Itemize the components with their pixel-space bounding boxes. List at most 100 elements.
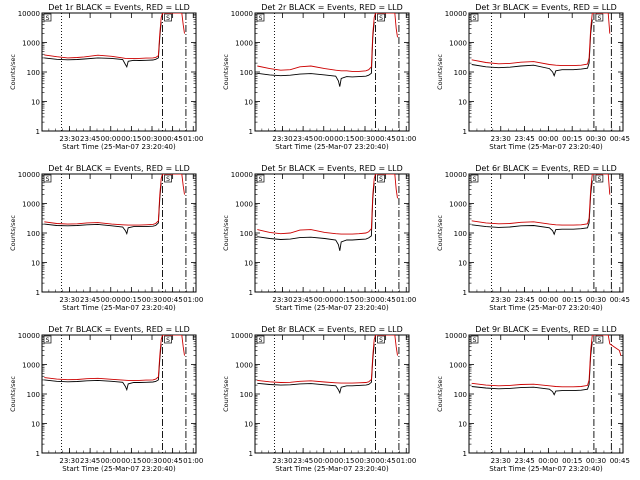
x-axis-label: Start Time (25-Mar-07 23:20:40) <box>62 465 176 473</box>
y-tick-label: 1000 <box>235 40 253 48</box>
x-tick-label: 01:00 <box>396 296 416 304</box>
y-tick-label: 10 <box>31 421 40 429</box>
corner-tag: S <box>379 337 383 344</box>
corner-tag-box <box>43 174 52 183</box>
plot-frame <box>41 173 197 293</box>
y-tick-label: 1 <box>463 289 467 297</box>
y-tick-label: 10000 <box>445 332 467 340</box>
y-axis-label: Counts/sec <box>436 376 444 412</box>
panel-5: Det 5r BLACK = Events, RED = LLD 1 10 100 10… <box>222 164 416 312</box>
y-axis-label: Counts/sec <box>9 54 17 90</box>
corner-tag-box <box>377 13 385 22</box>
y-tick-label: 1000 <box>449 40 467 48</box>
series-events <box>257 21 375 87</box>
series-events <box>471 341 593 396</box>
x-axis-label: Start Time (25-Mar-07 23:20:40) <box>62 304 176 312</box>
panel-title: Det 5r BLACK = Events, RED = LLD <box>261 164 403 173</box>
x-tick-label: 00:00 <box>538 457 558 465</box>
x-tick-label: 00:15 <box>562 296 582 304</box>
x-tick-label: 23:30 <box>491 296 511 304</box>
x-tick-label: 23:45 <box>514 296 534 304</box>
corner-tag-box <box>164 13 172 22</box>
plot-frame <box>468 173 624 293</box>
y-tick-label: 10 <box>458 260 467 268</box>
y-axis-label: Counts/sec <box>436 54 444 90</box>
corner-tag-box <box>470 335 479 344</box>
x-axis-label: Start Time (25-Mar-07 23:20:40) <box>489 304 603 312</box>
corner-tag: S <box>166 176 170 183</box>
x-tick-label: 23:30 <box>272 296 292 304</box>
x-tick-label: 00:00 <box>314 457 334 465</box>
x-tick-label: 00:15 <box>121 296 141 304</box>
x-axis-label: Start Time (25-Mar-07 23:20:40) <box>275 465 389 473</box>
series-events <box>44 343 162 392</box>
series-lld <box>471 13 611 67</box>
corner-tag-box <box>43 13 52 22</box>
series-events <box>471 19 593 77</box>
series-lld <box>471 335 622 388</box>
x-tick-label: 23:30 <box>272 457 292 465</box>
x-tick-label: 23:30 <box>59 135 79 143</box>
panel-6: Det 6r BLACK = Events, RED = LLD 1 10 100 10… <box>436 164 630 312</box>
y-tick-label: 100 <box>454 69 467 77</box>
x-tick-label: 00:15 <box>121 457 141 465</box>
panel-title: Det 9r BLACK = Events, RED = LLD <box>475 325 617 334</box>
series-events <box>257 182 375 251</box>
panel-title: Det 2r BLACK = Events, RED = LLD <box>261 3 403 12</box>
x-tick-label: 00:45 <box>376 135 396 143</box>
series-events <box>44 21 162 68</box>
y-tick-label: 10 <box>244 260 253 268</box>
series-events <box>44 182 162 236</box>
y-tick-label: 10000 <box>231 332 253 340</box>
y-axis-label: Counts/sec <box>436 215 444 251</box>
y-tick-label: 1000 <box>235 201 253 209</box>
x-axis-label: Start Time (25-Mar-07 23:20:40) <box>275 143 389 151</box>
x-tick-label: 23:30 <box>59 296 79 304</box>
y-axis-label: Counts/sec <box>222 376 230 412</box>
x-tick-label: 00:00 <box>101 135 121 143</box>
x-tick-label: 00:30 <box>355 135 375 143</box>
y-tick-label: 100 <box>454 230 467 238</box>
corner-tag: S <box>46 337 50 344</box>
x-tick-label: 00:30 <box>355 296 375 304</box>
y-tick-label: 10 <box>31 260 40 268</box>
x-tick-label: 00:30 <box>586 135 606 143</box>
corner-tag-box <box>256 174 265 183</box>
y-tick-label: 100 <box>240 391 253 399</box>
panel-2: Det 2r BLACK = Events, RED = LLD 1 10 100 10… <box>222 3 416 151</box>
y-tick-label: 10000 <box>445 10 467 18</box>
x-tick-label: 01:00 <box>183 296 203 304</box>
x-axis-label: Start Time (25-Mar-07 23:20:40) <box>489 143 603 151</box>
y-tick-label: 10000 <box>231 10 253 18</box>
x-tick-label: 00:00 <box>314 135 334 143</box>
corner-tag-box <box>470 13 479 22</box>
panel-title: Det 6r BLACK = Events, RED = LLD <box>475 164 617 173</box>
corner-tag-box <box>595 335 604 344</box>
plot-frame <box>41 334 197 454</box>
corner-tag-box <box>377 335 385 344</box>
x-tick-label: 00:45 <box>163 457 183 465</box>
y-tick-label: 10000 <box>18 332 40 340</box>
corner-tag-box <box>164 335 172 344</box>
y-tick-label: 10 <box>31 99 40 107</box>
y-tick-label: 100 <box>27 230 40 238</box>
x-tick-label: 23:30 <box>491 135 511 143</box>
y-tick-label: 100 <box>240 230 253 238</box>
corner-tag-box <box>256 335 265 344</box>
corner-tag: S <box>597 176 601 183</box>
x-tick-label: 23:45 <box>514 457 534 465</box>
panel-3: Det 3r BLACK = Events, RED = LLD 1 10 100 10… <box>436 3 630 151</box>
x-tick-label: 23:45 <box>293 296 313 304</box>
x-tick-label: 00:45 <box>163 135 183 143</box>
y-tick-label: 10 <box>458 421 467 429</box>
series-events <box>257 343 375 395</box>
panel-1: Det 1r BLACK = Events, RED = LLD 1 10 100 10… <box>9 3 203 151</box>
x-tick-label: 00:30 <box>586 296 606 304</box>
corner-tag: S <box>597 337 601 344</box>
corner-tag: S <box>46 15 50 22</box>
panel-4: Det 4r BLACK = Events, RED = LLD 1 10 100 10… <box>9 164 203 312</box>
x-tick-label: 00:00 <box>101 457 121 465</box>
y-tick-label: 1000 <box>22 201 40 209</box>
x-tick-label: 00:15 <box>334 457 354 465</box>
y-tick-label: 10000 <box>18 171 40 179</box>
